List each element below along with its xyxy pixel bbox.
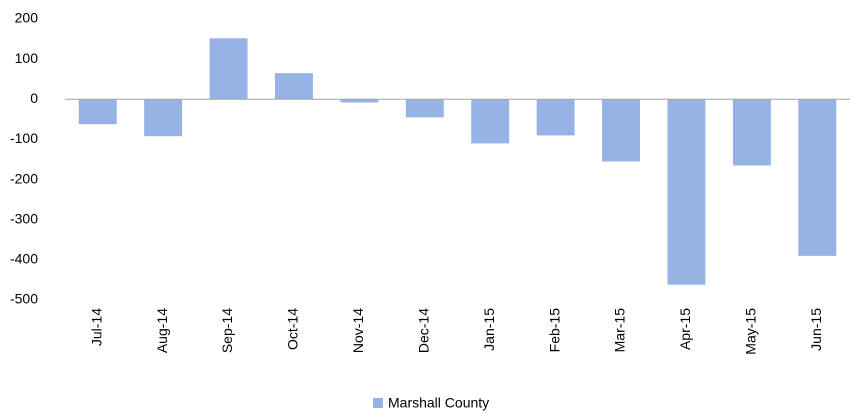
- x-tick-label: Jul-14: [88, 308, 104, 346]
- y-tick-label: -400: [10, 251, 38, 267]
- x-tick-label: Jan-15: [481, 308, 497, 351]
- bar: [78, 99, 117, 125]
- x-tick-label: Sep-14: [219, 308, 235, 353]
- bar: [340, 99, 379, 103]
- bar: [144, 99, 183, 137]
- bar: [667, 99, 706, 285]
- bar: [274, 73, 313, 100]
- x-tick-label: May-15: [743, 308, 759, 355]
- x-tick-label: Mar-15: [612, 308, 628, 353]
- y-tick-label: 200: [15, 10, 39, 26]
- x-tick-label: Oct-14: [285, 308, 301, 350]
- legend-swatch: [373, 398, 383, 408]
- bar: [536, 99, 575, 136]
- x-tick-label: Dec-14: [415, 308, 431, 353]
- x-tick-label: Apr-15: [677, 308, 693, 350]
- bar: [405, 99, 444, 118]
- y-tick-label: -500: [10, 291, 38, 307]
- x-tick-label: Nov-14: [350, 308, 366, 353]
- y-tick-label: -300: [10, 210, 38, 226]
- bar: [732, 99, 771, 166]
- bar: [602, 99, 641, 162]
- x-tick-label: Jun-15: [808, 308, 824, 351]
- bar: [798, 99, 837, 256]
- y-tick-label: 0: [30, 90, 38, 106]
- x-tick-label: Aug-14: [154, 308, 170, 353]
- bar: [471, 99, 510, 144]
- bar: [209, 38, 248, 100]
- x-tick-label: Feb-15: [546, 308, 562, 353]
- y-tick-label: -100: [10, 130, 38, 146]
- y-tick-label: -200: [10, 170, 38, 186]
- legend-label: Marshall County: [388, 395, 489, 411]
- y-tick-label: 100: [15, 50, 39, 66]
